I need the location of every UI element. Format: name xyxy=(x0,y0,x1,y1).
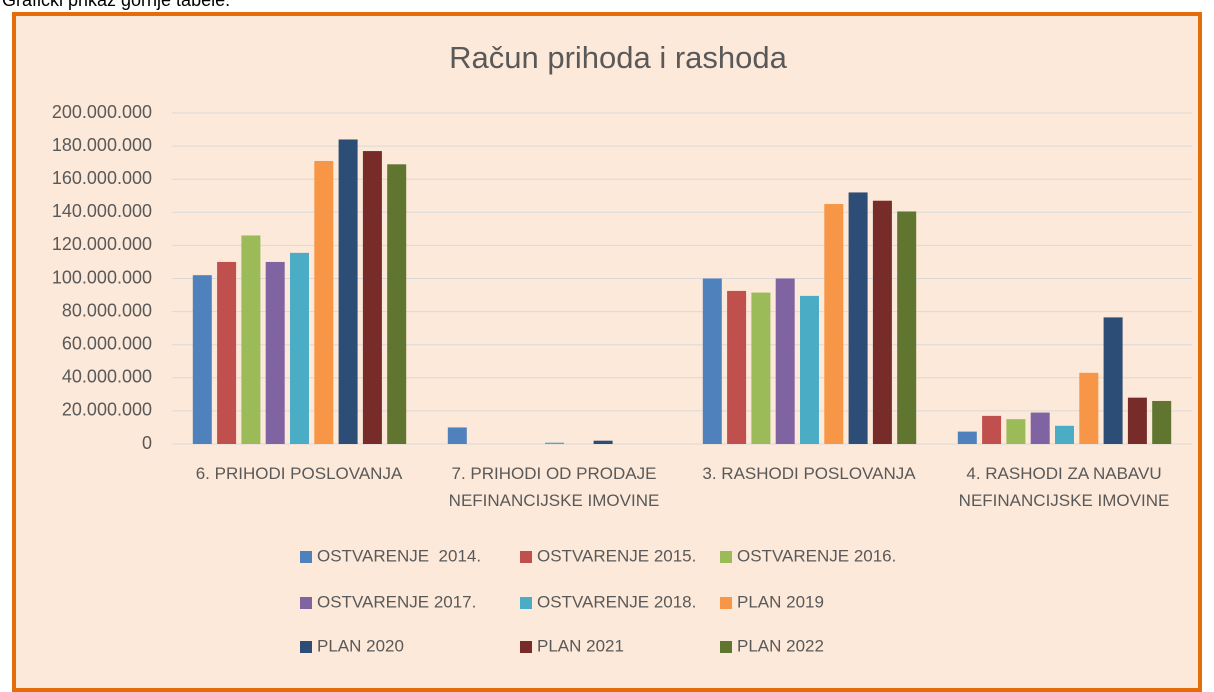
legend-swatch xyxy=(520,597,532,609)
chart: Račun prihoda i rashoda 0 20.000.000 40.00… xyxy=(52,40,1192,655)
bar xyxy=(593,440,613,444)
legend-swatch xyxy=(720,551,732,563)
bar xyxy=(290,252,309,444)
y-tick-label: 60.000.000 xyxy=(62,333,152,353)
legend-label: PLAN 2021 xyxy=(537,636,624,655)
legend-swatch xyxy=(300,597,312,609)
bar xyxy=(362,151,382,444)
y-tick-label: 140.000.000 xyxy=(52,201,152,221)
bar xyxy=(800,295,819,444)
bar xyxy=(1103,317,1123,444)
y-tick-label: 120.000.000 xyxy=(52,234,152,254)
legend-label: OSTVARENJE 2014. xyxy=(317,546,481,565)
bar xyxy=(217,261,237,444)
y-tick-label: 200.000.000 xyxy=(52,102,152,122)
bar xyxy=(1127,397,1147,444)
x-tick-label: 6. PRIHODI POSLOVANJA xyxy=(195,464,403,483)
legend-label: OSTVARENJE 2015. xyxy=(537,546,696,565)
caption: Grafički prikaz gornje tabele. xyxy=(2,0,231,10)
y-tick-label: 100.000.000 xyxy=(52,267,152,287)
chart-title: Račun prihoda i rashoda xyxy=(449,40,788,75)
legend-label: OSTVARENJE 2016. xyxy=(737,546,896,565)
legend-label: PLAN 2022 xyxy=(737,636,824,655)
y-tick-label: 80.000.000 xyxy=(62,300,152,320)
legend-label: PLAN 2020 xyxy=(317,636,404,655)
bar xyxy=(192,275,212,444)
bar xyxy=(338,139,358,445)
x-tick-label: 3. RASHODI POSLOVANJA xyxy=(702,464,916,483)
legend-swatch xyxy=(300,641,312,653)
y-tick-label: 40.000.000 xyxy=(62,367,152,387)
bar xyxy=(775,278,795,444)
legend-swatch xyxy=(520,641,532,653)
bar xyxy=(241,235,261,444)
bar xyxy=(702,278,722,444)
bar xyxy=(265,261,285,444)
bar xyxy=(848,192,868,444)
bar xyxy=(1055,425,1074,444)
legend-swatch xyxy=(520,551,532,563)
bar xyxy=(897,211,917,444)
legend-swatch xyxy=(300,551,312,563)
y-tick-label: 20.000.000 xyxy=(62,400,152,420)
y-tick-label: 160.000.000 xyxy=(52,168,152,188)
bar xyxy=(314,160,334,444)
bar xyxy=(872,200,892,444)
legend-label: OSTVARENJE 2018. xyxy=(537,592,696,611)
bar xyxy=(387,164,407,444)
legend-label: PLAN 2019 xyxy=(737,592,824,611)
bar xyxy=(751,292,771,444)
bar xyxy=(545,442,564,444)
y-tick-label: 180.000.000 xyxy=(52,135,152,155)
bar xyxy=(824,204,844,444)
y-tick-label: 0 xyxy=(142,433,152,453)
legend-label: OSTVARENJE 2017. xyxy=(317,592,476,611)
bar xyxy=(1079,372,1099,444)
x-tick-label: 4. RASHODI ZA NABAVU NEFINANCIJSKE IMOVI… xyxy=(958,464,1170,510)
bar xyxy=(1152,400,1172,444)
x-tick-label: 7. PRIHODI OD PRODAJE NEFINANCIJSKE IMOV… xyxy=(448,464,660,510)
bar xyxy=(447,427,467,444)
bar xyxy=(957,431,977,444)
legend-swatch xyxy=(720,597,732,609)
bar xyxy=(982,415,1002,444)
bar xyxy=(727,290,747,444)
legend-swatch xyxy=(720,641,732,653)
bar xyxy=(1030,412,1050,444)
bar xyxy=(1006,419,1026,444)
